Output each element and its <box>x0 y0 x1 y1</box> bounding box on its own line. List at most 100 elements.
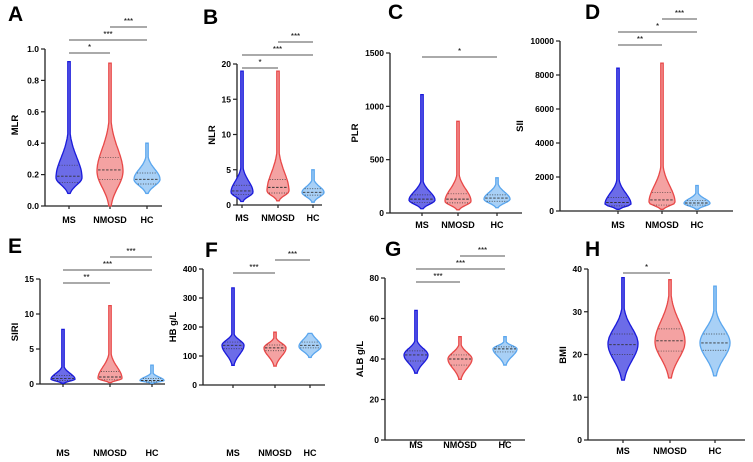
y-tick-label: 0.0 <box>27 201 39 211</box>
significance-label: *** <box>291 32 300 41</box>
y-tick-label: 20 <box>573 350 583 360</box>
violin-nmosd <box>444 120 472 211</box>
panel-G: G 0 20 40 60 80 ALB g/L MS NMOSD HC *** *** *** <box>355 238 525 450</box>
y-tick-label: 5 <box>226 165 231 175</box>
x-tick-label: NMOSD <box>645 220 679 230</box>
y-tick-label: 10000 <box>530 36 554 46</box>
y-tick-label: 0 <box>374 435 379 445</box>
y-tick-label: 0 <box>577 435 582 445</box>
violin-hc <box>699 285 731 377</box>
y-tick-label: 1.0 <box>27 44 39 54</box>
violin-hc <box>683 184 711 210</box>
y-tick-label: 0.4 <box>27 138 39 148</box>
x-tick-label: MS <box>235 213 249 223</box>
x-tick-label: MS <box>415 220 429 230</box>
significance-label: *** <box>124 17 133 26</box>
y-axis-label: NLR <box>207 125 218 145</box>
y-tick-label: 200 <box>183 322 197 332</box>
x-tick-label: HC <box>499 440 512 450</box>
significance-label: *** <box>103 30 112 39</box>
panel-letter: C <box>388 1 403 24</box>
y-axis-label: PLR <box>350 123 361 142</box>
significance-label: *** <box>126 247 135 256</box>
violin-hc <box>139 364 165 384</box>
x-tick-label: MS <box>56 448 70 458</box>
x-tick-label: MS <box>62 215 76 225</box>
panel-C: C 0 500 1000 1500 PLR MS NMOSD HC * <box>350 1 522 230</box>
y-tick-label: 60 <box>370 314 380 324</box>
violin-ms <box>50 328 76 384</box>
y-tick-label: 500 <box>370 155 384 165</box>
y-tick-label: 0 <box>192 380 197 390</box>
x-tick-label: MS <box>616 446 630 456</box>
x-tick-label: MS <box>226 448 240 458</box>
significance-label: *** <box>103 260 112 269</box>
y-tick-label: 20 <box>222 59 232 69</box>
y-tick-label: 15 <box>25 274 35 284</box>
y-tick-label: 0 <box>379 208 384 218</box>
significance-label: *** <box>433 272 442 281</box>
y-tick-label: 0 <box>29 379 34 389</box>
x-tick-label: NMOSD <box>93 448 127 458</box>
y-axis-label: ALB g/L <box>355 341 366 378</box>
violin-hc <box>492 336 518 366</box>
panel-letter: G <box>385 238 401 261</box>
y-tick-label: 0 <box>549 206 554 216</box>
significance-label: * <box>645 263 648 272</box>
y-tick-label: 300 <box>183 293 197 303</box>
significance-label: *** <box>675 9 684 18</box>
significance-label: ** <box>83 273 89 282</box>
y-tick-label: 0.8 <box>27 75 39 85</box>
significance-label: * <box>258 58 261 67</box>
x-tick-label: MS <box>409 440 423 450</box>
violin-hc <box>301 169 325 203</box>
violin-ms <box>221 287 245 366</box>
y-tick-label: 10 <box>222 130 232 140</box>
y-tick-label: 8000 <box>535 70 554 80</box>
panel-letter: A <box>8 3 23 26</box>
y-tick-label: 10 <box>573 392 583 402</box>
x-tick-label: NMOSD <box>261 213 295 223</box>
violin-ms <box>230 70 254 203</box>
violin-nmosd <box>263 331 287 367</box>
violin-nmosd <box>96 62 124 207</box>
panel-letter: H <box>585 238 600 261</box>
y-tick-label: 40 <box>573 264 583 274</box>
violin-nmosd <box>97 304 123 384</box>
panel-letter: D <box>585 1 600 24</box>
y-tick-label: 1000 <box>365 101 384 111</box>
y-axis-label: SII <box>515 120 526 132</box>
panel-letter: E <box>8 235 22 258</box>
y-tick-label: 40 <box>370 354 380 364</box>
violin-hc <box>483 177 511 209</box>
violin-ms <box>408 93 436 210</box>
x-tick-label: HC <box>307 213 320 223</box>
y-tick-label: 80 <box>370 273 380 283</box>
violin-ms <box>55 60 83 195</box>
x-tick-label: MS <box>611 220 625 230</box>
y-tick-label: 5 <box>29 344 34 354</box>
panel-letter: B <box>203 6 218 29</box>
significance-label: * <box>88 43 91 52</box>
x-tick-label: NMOSD <box>653 446 687 456</box>
y-tick-label: 100 <box>183 351 197 361</box>
significance-label: *** <box>249 263 258 272</box>
y-tick-label: 2000 <box>535 172 554 182</box>
violin-ms <box>604 67 632 210</box>
y-tick-label: 15 <box>222 94 232 104</box>
x-tick-label: NMOSD <box>93 215 127 225</box>
violin-nmosd <box>654 279 686 379</box>
x-tick-label: NMOSD <box>258 448 292 458</box>
significance-label: ** <box>637 35 643 44</box>
x-tick-label: NMOSD <box>441 220 475 230</box>
y-tick-label: 1500 <box>365 48 384 58</box>
significance-label: *** <box>288 250 297 259</box>
significance-label: *** <box>273 45 282 54</box>
x-tick-label: HC <box>146 448 159 458</box>
x-tick-label: HC <box>141 215 154 225</box>
panel-F: F 0 100 200 300 400 HB g/L MS NMOSD HC *** *** <box>168 239 325 458</box>
y-tick-label: 20 <box>370 395 380 405</box>
